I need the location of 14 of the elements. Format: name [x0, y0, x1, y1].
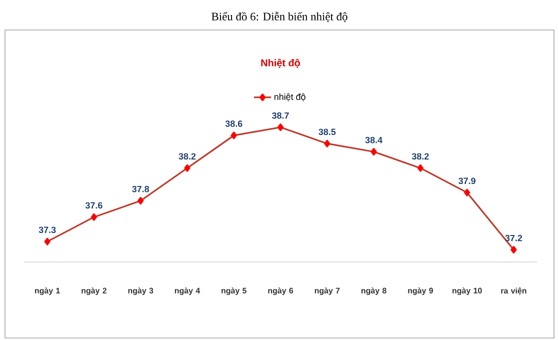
data-label: 38.2 [178, 153, 196, 160]
data-label: 37.9 [458, 178, 476, 184]
data-label: 37.8 [132, 186, 150, 192]
data-label: 37.6 [85, 202, 102, 209]
chart-subtitle: Biểu đồ 6: Diễn biến nhiệt độ [212, 12, 348, 22]
legend-label: nhiệt độ [274, 93, 306, 102]
data-label: 37.3 [38, 226, 56, 234]
data-label: 38.2 [412, 153, 429, 160]
data-label: 38.5 [318, 128, 336, 136]
data-label: 37.2 [505, 234, 522, 242]
data-label: 38.7 [272, 112, 289, 119]
data-label: 38.4 [365, 136, 382, 144]
data-label: 38.6 [225, 120, 242, 127]
chart-title: Nhiệt độ [261, 58, 300, 68]
